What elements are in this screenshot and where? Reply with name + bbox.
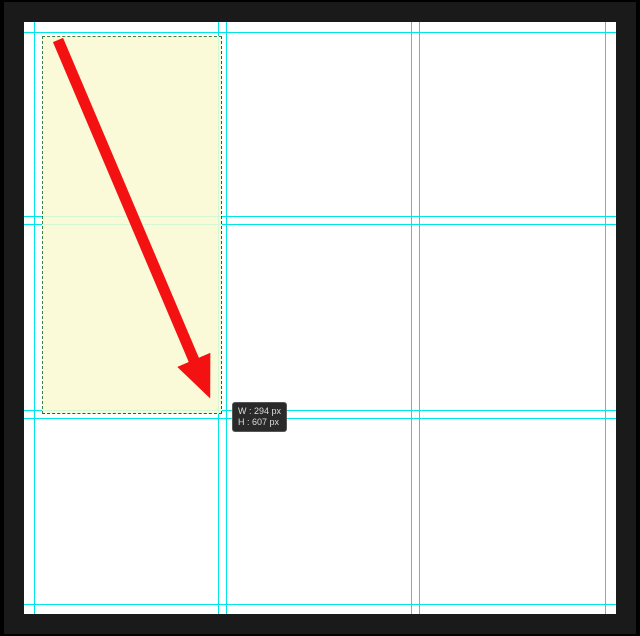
- tooltip-height-label: H : 607 px: [238, 417, 281, 428]
- guide-horizontal[interactable]: [24, 418, 616, 419]
- guide-vertical[interactable]: [411, 22, 412, 614]
- tooltip-width-label: W : 294 px: [238, 406, 281, 417]
- guide-vertical[interactable]: [226, 22, 227, 614]
- guide-vertical[interactable]: [34, 22, 35, 614]
- marquee-selection[interactable]: [42, 36, 222, 414]
- guide-horizontal[interactable]: [24, 32, 616, 33]
- guide-horizontal[interactable]: [24, 604, 616, 605]
- dimension-tooltip: W : 294 px H : 607 px: [232, 402, 287, 432]
- guide-vertical[interactable]: [419, 22, 420, 614]
- guide-vertical[interactable]: [605, 22, 606, 614]
